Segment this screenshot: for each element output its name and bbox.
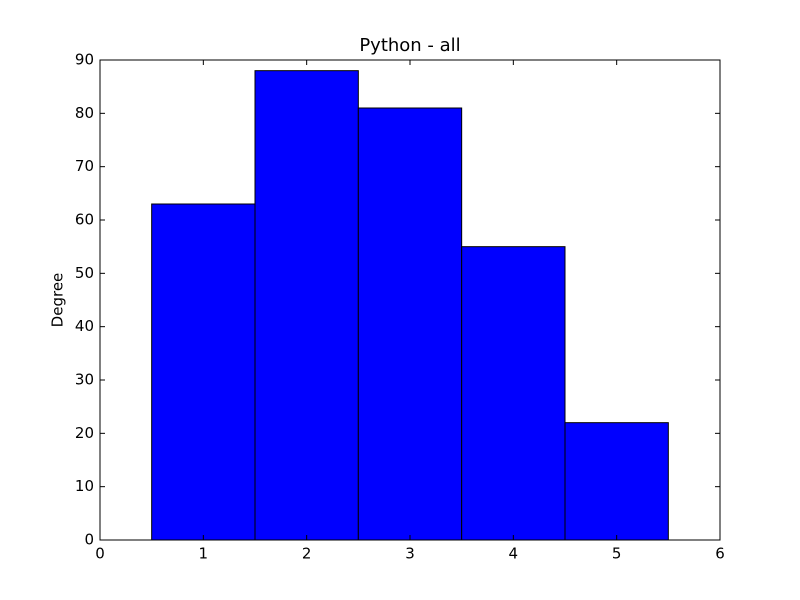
x-tick-label: 2 (302, 545, 312, 563)
x-tick-label: 6 (715, 545, 725, 563)
y-tick-label: 30 (75, 371, 94, 389)
bar (357, 107, 463, 541)
x-tick-label: 0 (95, 545, 105, 563)
bar (151, 203, 256, 541)
chart-title: Python - all (359, 35, 460, 56)
y-tick-label: 80 (75, 104, 94, 122)
x-tick-label: 4 (509, 545, 519, 563)
y-tick-label: 20 (75, 424, 94, 442)
bar (564, 422, 669, 541)
y-tick-label: 50 (75, 264, 94, 282)
y-tick-label: 90 (75, 51, 94, 69)
x-tick-label: 3 (405, 545, 415, 563)
x-tick-label: 5 (612, 545, 622, 563)
y-tick-label: 70 (75, 157, 94, 175)
y-tick-label: 10 (75, 477, 94, 495)
y-axis-label: Degree (49, 273, 67, 328)
y-tick-label: 0 (84, 531, 94, 549)
bar (254, 70, 359, 541)
x-tick-label: 1 (199, 545, 209, 563)
y-tick-label: 40 (75, 317, 94, 335)
y-tick-label: 60 (75, 211, 94, 229)
bar (461, 246, 566, 541)
